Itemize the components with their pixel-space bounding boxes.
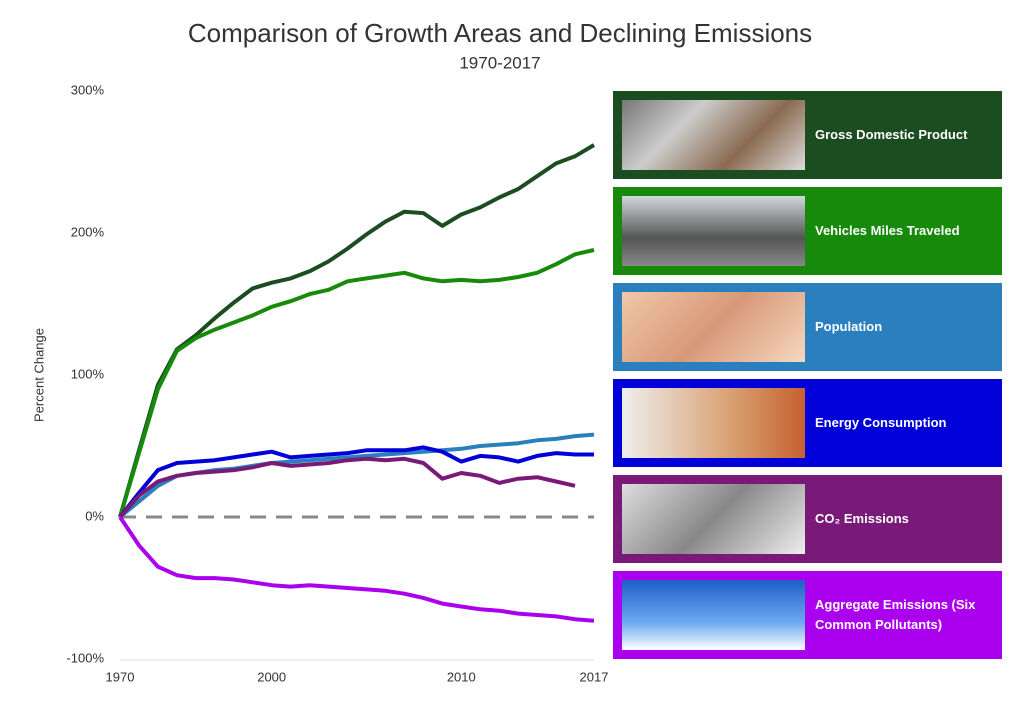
y-tick-label: 200% [71,224,105,239]
legend-image [622,100,805,170]
chart-title: Comparison of Growth Areas and Declining… [188,18,812,48]
series-line [118,456,576,519]
series-line [118,445,594,519]
x-tick-label: 2000 [257,669,286,684]
legend-item: Population [613,283,1002,371]
legend-item: CO₂ Emissions [613,475,1002,563]
legend-label: Energy Consumption [815,415,947,430]
legend-item: Vehicles Miles Traveled [613,187,1002,275]
legend-image [622,196,805,266]
legend-item: Aggregate Emissions (Six Common Pollutan… [613,571,1002,659]
legend-item: Gross Domestic Product [613,91,1002,179]
legend-image [622,484,805,554]
x-tick-label: 2017 [580,669,609,684]
series-line [118,432,595,519]
legend-label: Aggregate Emissions (Six Common Pollutan… [815,597,976,632]
x-tick-label: 1970 [106,669,135,684]
legend-item: Energy Consumption [613,379,1002,467]
y-tick-label: 100% [71,366,105,381]
legend-label: Gross Domestic Product [815,127,968,142]
legend-image [622,388,805,458]
y-axis-label: Percent Change [31,328,46,422]
chart-subtitle: 1970-2017 [459,53,540,72]
series-line [118,143,596,518]
series-line [118,515,595,623]
legend-label: CO₂ Emissions [815,511,909,526]
legend-image [622,580,805,650]
y-tick-label: 0% [85,508,104,523]
legend-label: Vehicles Miles Traveled [815,223,960,238]
legend-image [622,292,805,362]
series-line [118,248,595,518]
y-tick-label: -100% [66,650,104,665]
legend-label: Population [815,319,883,334]
y-tick-label: 300% [71,82,105,97]
x-tick-label: 2010 [447,669,476,684]
